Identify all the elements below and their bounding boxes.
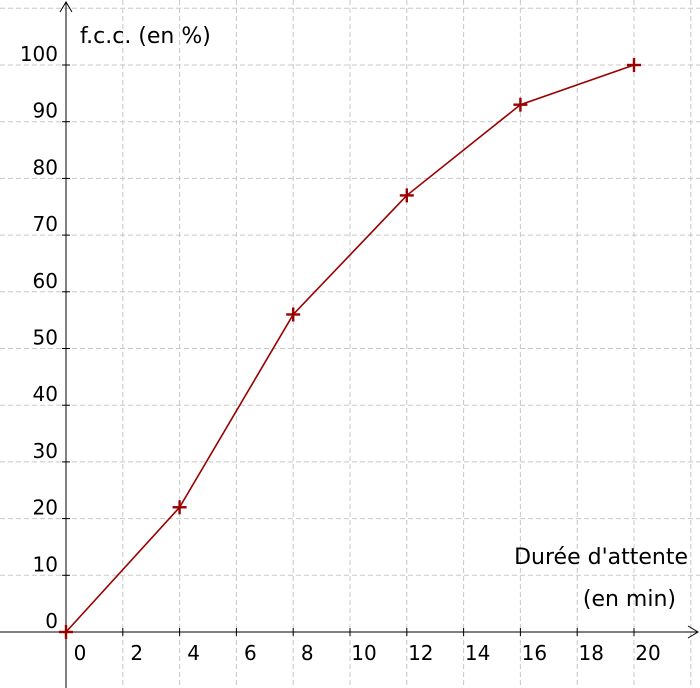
y-tick-label: 90 [33, 99, 58, 123]
data-point-marker [627, 58, 641, 72]
data-point-marker [399, 188, 414, 203]
x-tick-label: 4 [187, 641, 200, 665]
x-axis-label-line2: (en min) [583, 587, 676, 612]
y-tick-label: 10 [33, 552, 58, 576]
x-tick-label: 12 [408, 641, 433, 665]
y-tick-label: 80 [33, 155, 58, 179]
y-tick-label: 20 [33, 496, 58, 520]
y-tick-label: 40 [33, 382, 58, 406]
y-tick-label: 100 [20, 42, 58, 66]
x-axis-arrow [687, 625, 699, 639]
x-tick-label: 10 [351, 641, 376, 665]
x-tick-label: 14 [465, 641, 490, 665]
x-tick-label: 6 [244, 641, 257, 665]
x-tick-label: 8 [301, 641, 314, 665]
data-point-marker [172, 500, 187, 515]
x-tick-labels: 0 2 4 6 8 10 12 14 16 18 20 [74, 641, 661, 665]
y-tick-label: 0 [45, 609, 58, 633]
data-point-marker [513, 97, 528, 112]
y-tick-label: 30 [33, 439, 58, 463]
data-point-marker [286, 307, 301, 322]
y-tick-label: 70 [33, 212, 58, 236]
series-line [65, 64, 635, 633]
x-tick-label: 20 [635, 641, 660, 665]
y-axis-arrow [59, 1, 73, 13]
x-axis-label-line1: Durée d'attente [514, 545, 688, 570]
y-tick-labels: 0 10 20 30 40 50 60 70 80 90 100 [20, 42, 58, 633]
data-point-marker [59, 625, 73, 639]
y-tick-label: 60 [33, 269, 58, 293]
y-axis-label: f.c.c. (en %) [80, 24, 211, 49]
x-tick-label: 2 [130, 641, 143, 665]
x-tick-label: 16 [522, 641, 547, 665]
y-tick-label: 50 [33, 326, 58, 350]
x-tick-label: 18 [578, 641, 603, 665]
x-tick-label: 0 [74, 641, 87, 665]
series-cumulative-frequency [59, 58, 641, 639]
